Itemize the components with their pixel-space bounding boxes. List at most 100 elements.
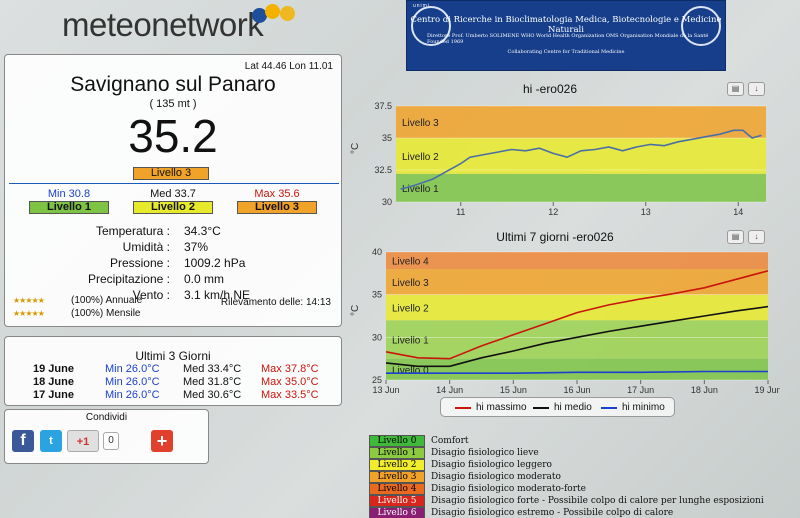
station-panel: Lat 44.46 Lon 11.01 Savignano sul Panaro… bbox=[4, 54, 342, 327]
band-label: Livello 3 bbox=[402, 118, 439, 129]
med-block: Med 33.7 Livello 2 bbox=[133, 188, 213, 214]
band-label: Livello 2 bbox=[402, 152, 439, 163]
level-description: Disagio fisiologico leggero bbox=[431, 460, 552, 470]
min-block: Min 30.8 Livello 1 bbox=[29, 188, 109, 214]
level-band bbox=[386, 294, 768, 321]
detection-time: Rilevamento delle: 14:13 bbox=[220, 297, 331, 308]
series-line bbox=[400, 129, 762, 190]
level-swatch: Livello 1 bbox=[369, 447, 425, 459]
x-tick-label: 13 Jun bbox=[372, 385, 399, 395]
x-tick-label: 16 Jun bbox=[563, 385, 590, 395]
level-description: Disagio fisiologico forte - Possibile co… bbox=[431, 496, 764, 506]
heat-index-value: 35.2 bbox=[128, 110, 218, 162]
legend-item-med[interactable]: hi medio bbox=[533, 402, 592, 413]
level-row: Livello 2 Disagio fisiologico leggero bbox=[369, 459, 764, 471]
altitude: ( 135 mt ) bbox=[149, 98, 197, 110]
history-title: Ultimi 3 Giorni bbox=[135, 349, 211, 363]
legend-item-max[interactable]: hi massimo bbox=[455, 402, 527, 413]
measure-row: Vento :3.1 km/h NE bbox=[132, 288, 251, 302]
banner-footer: Collaborating Centre for Traditional Med… bbox=[507, 49, 625, 55]
med-value: Med 33.7 bbox=[150, 188, 196, 200]
band-label: Livello 2 bbox=[392, 303, 429, 314]
y-tick-label: 32.5 bbox=[374, 165, 392, 175]
current-level-badge: Livello 3 bbox=[133, 167, 209, 180]
level-band bbox=[396, 138, 766, 174]
level-band bbox=[386, 252, 768, 270]
level-description: Disagio fisiologico lieve bbox=[431, 448, 539, 458]
level-band bbox=[396, 106, 766, 138]
download-icon[interactable]: ↓ bbox=[748, 230, 765, 244]
measure-row: Precipitazione :0.0 mm bbox=[87, 272, 225, 286]
gplus-count: 0 bbox=[103, 432, 119, 450]
level-row: Livello 0 Comfort bbox=[369, 435, 764, 447]
level-row: Livello 1 Disagio fisiologico lieve bbox=[369, 447, 764, 459]
chart1-title: hi -ero026 bbox=[522, 82, 578, 96]
gplus-button[interactable]: +1 bbox=[67, 430, 99, 452]
y-tick-label: 40 bbox=[372, 247, 382, 257]
level-description: Disagio fisiologico estremo - Possibile … bbox=[431, 508, 674, 518]
level-swatch: Livello 5 bbox=[369, 495, 425, 507]
level-description: Comfort bbox=[431, 436, 469, 446]
level-row: Livello 4 Disagio fisiologico moderato-fo… bbox=[369, 483, 764, 495]
band-label: Livello 3 bbox=[392, 278, 429, 289]
rating-annual: ★★★★★ (100%) Annuale bbox=[13, 295, 143, 306]
measure-row: Umidità :37% bbox=[122, 240, 209, 254]
share-title: Condividi bbox=[85, 412, 128, 423]
band-label: Livello 0 bbox=[392, 365, 429, 376]
level-row: Livello 3 Disagio fisiologico moderato bbox=[369, 471, 764, 483]
chart2: Livello 0 Livello 1 Livello 2 Livello 3 Live… bbox=[350, 247, 780, 395]
x-tick-label: 13 bbox=[641, 207, 651, 217]
x-tick-label: 19 Jun bbox=[754, 385, 780, 395]
meteonetwork-logo[interactable]: meteonetwork bbox=[62, 6, 264, 43]
level-description: Disagio fisiologico moderato-forte bbox=[431, 484, 586, 494]
x-tick-label: 12 bbox=[548, 207, 558, 217]
band-label: Livello 1 bbox=[402, 184, 439, 195]
band-label: Livello 1 bbox=[392, 335, 429, 346]
level-swatch: Livello 0 bbox=[369, 435, 425, 447]
y-tick-label: 35 bbox=[382, 133, 392, 143]
level-swatch: Livello 2 bbox=[369, 459, 425, 471]
level-swatch: Livello 6 bbox=[369, 507, 425, 518]
legend-item-min[interactable]: hi minimo bbox=[601, 402, 665, 413]
x-tick-label: 15 Jun bbox=[500, 385, 527, 395]
twitter-button[interactable]: t bbox=[40, 430, 62, 452]
history-row: 19 June Min 26.0°C Med 33.4°C Max 37.8°C bbox=[33, 363, 319, 375]
print-icon[interactable]: ▤ bbox=[727, 82, 744, 96]
y-tick-label: 30 bbox=[382, 197, 392, 207]
divider bbox=[9, 183, 339, 184]
chart1: Livello 1 Livello 2 Livello 3 30 32.5 35 37.5 °… bbox=[350, 101, 766, 217]
y-tick-label: 37.5 bbox=[374, 101, 392, 111]
stars-icon: ★★★★★ bbox=[13, 309, 45, 318]
print-icon[interactable]: ▤ bbox=[727, 230, 744, 244]
history-panel: Ultimi 3 Giorni 19 June Min 26.0°C Med 33.… bbox=[4, 336, 342, 406]
y-axis-label: °C bbox=[350, 143, 361, 154]
institute-banner[interactable]: unimi Centro di Ricerche in Bioclimatolo… bbox=[406, 0, 726, 71]
banner-tag: unimi bbox=[413, 3, 430, 9]
measure-row: Temperatura :34.3°C bbox=[95, 224, 221, 238]
station-name: Savignano sul Panaro bbox=[70, 73, 276, 96]
level-band bbox=[386, 269, 768, 295]
add-share-button[interactable]: + bbox=[151, 430, 173, 452]
measure-row: Pressione :1009.2 hPa bbox=[109, 256, 246, 270]
x-tick-label: 11 bbox=[456, 207, 465, 217]
y-tick-label: 35 bbox=[372, 290, 382, 300]
y-tick-label: 25 bbox=[372, 375, 382, 385]
university-seal-icon bbox=[411, 6, 451, 46]
banner-title: Centro di Ricerche in Bioclimatologia Me… bbox=[410, 15, 722, 35]
institute-seal-icon bbox=[681, 6, 721, 46]
download-icon[interactable]: ↓ bbox=[748, 82, 765, 96]
y-axis-label: °C bbox=[350, 305, 361, 316]
level-band bbox=[386, 358, 768, 380]
x-tick-label: 18 Jun bbox=[691, 385, 718, 395]
series-line bbox=[385, 270, 769, 360]
level-description: Disagio fisiologico moderato bbox=[431, 472, 561, 482]
level-row: Livello 6 Disagio fisiologico estremo - P… bbox=[369, 507, 764, 518]
facebook-button[interactable]: f bbox=[12, 430, 34, 452]
min-value: Min 30.8 bbox=[47, 188, 91, 200]
max-value: Max 35.6 bbox=[254, 188, 300, 200]
med-level: Livello 2 bbox=[133, 201, 213, 214]
max-level: Livello 3 bbox=[237, 201, 317, 214]
history-row: 18 June Min 26.0°C Med 31.8°C Max 35.0°C bbox=[33, 376, 319, 388]
level-band bbox=[386, 320, 768, 359]
share-panel: Condividi f t +1 0 + bbox=[4, 409, 209, 464]
